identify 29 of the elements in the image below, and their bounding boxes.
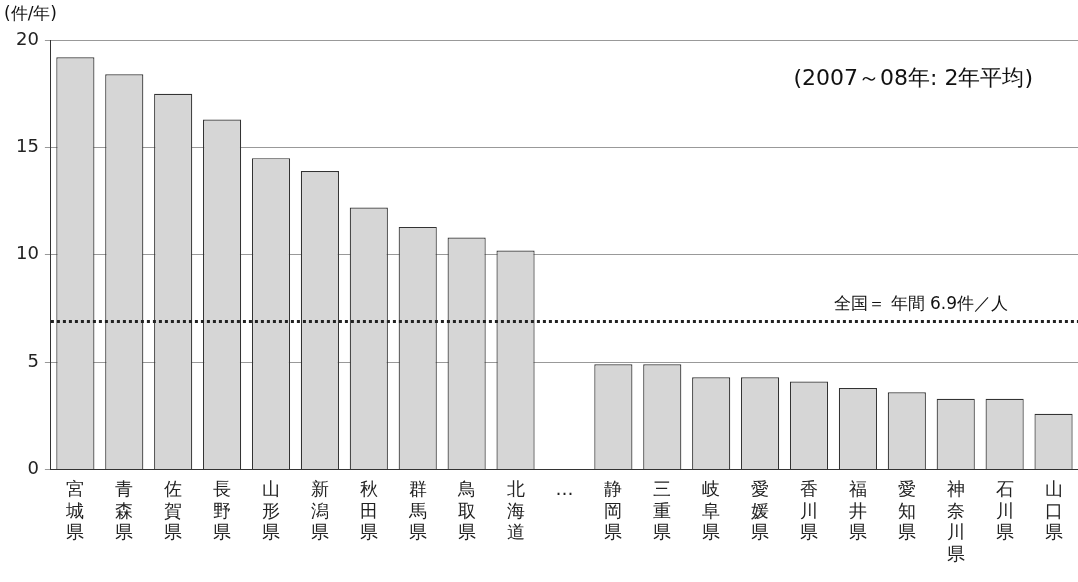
x-tick-label: 岐阜県 <box>702 478 721 543</box>
y-axis-title: (件/年) <box>4 2 57 23</box>
x-tick-label: 石川県 <box>995 478 1014 543</box>
annotation: (2007～08年: 2年平均) <box>793 64 1033 90</box>
x-tick-label: 神奈川県 <box>946 478 965 564</box>
x-tick-label: 静岡県 <box>604 478 623 543</box>
x-tick-label: 秋田県 <box>359 478 378 543</box>
y-tick-label: 10 <box>16 242 39 264</box>
y-tick-label: 5 <box>27 349 39 371</box>
x-tick-label: 香川県 <box>800 478 818 543</box>
x-tick-label: 山形県 <box>262 478 280 543</box>
x-tick-label: 新潟県 <box>310 478 329 543</box>
x-tick-label: 青森県 <box>115 478 134 543</box>
x-tick-label: 山口県 <box>1044 478 1063 543</box>
x-tick-label: 群馬県 <box>407 478 427 543</box>
y-tick-label: 20 <box>16 27 39 49</box>
y-tick-label: 15 <box>16 135 39 157</box>
ref-line-label: 全国＝ 年間 6.9件／人 <box>834 293 1008 314</box>
x-tick-label: 三重県 <box>653 478 672 543</box>
x-tick-label: 愛知県 <box>897 478 916 543</box>
y-tick-label: 0 <box>27 457 39 479</box>
x-tick-label: 福井県 <box>848 478 867 543</box>
x-tick-label: 北海道 <box>506 478 525 543</box>
x-tick-label: … <box>555 478 574 500</box>
x-tick-label: 愛媛県 <box>751 478 770 543</box>
x-tick-label: 鳥取県 <box>456 478 476 543</box>
x-tick-label: 宮城県 <box>65 478 85 543</box>
x-tick-label: 長野県 <box>213 478 232 543</box>
x-tick-label: 佐賀県 <box>164 478 183 543</box>
